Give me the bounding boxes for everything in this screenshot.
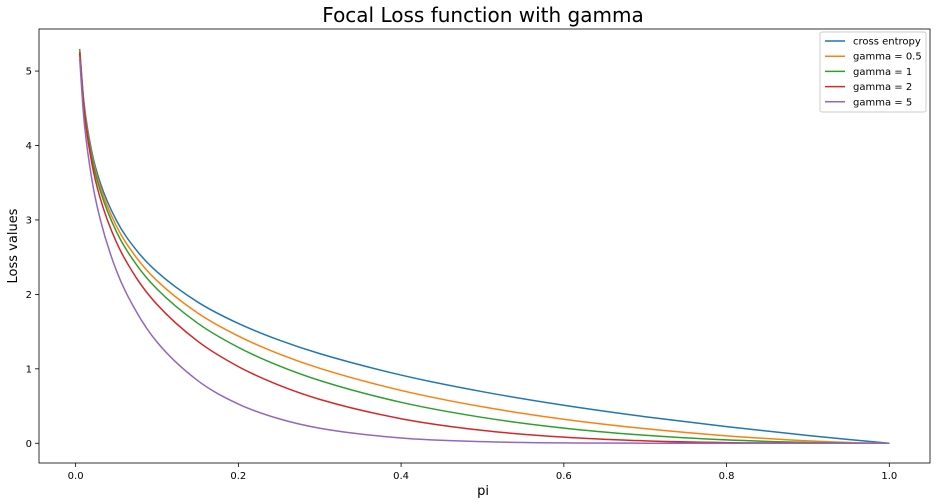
x-tick-label: 0.8: [719, 471, 735, 482]
legend: cross entropy gamma = 0.5 gamma = 1 gamma =…: [819, 31, 927, 113]
plot-area-frame: [38, 28, 931, 464]
legend-label: gamma = 5: [853, 97, 912, 108]
legend-label: gamma = 1: [853, 67, 912, 78]
y-tick-label: 5: [26, 67, 32, 78]
x-tick-label: 0.4: [393, 471, 409, 482]
y-tick-label: 1: [26, 364, 32, 375]
x-tick-label: 0.0: [68, 471, 84, 482]
legend-box: [819, 31, 927, 113]
x-axis-label: pi: [477, 484, 489, 499]
x-tick-label: 1.0: [881, 471, 897, 482]
y-axis-label: Loss values: [6, 208, 21, 283]
x-tick-label: 0.2: [230, 471, 246, 482]
y-tick-label: 4: [26, 141, 32, 152]
series-lines: [78, 48, 890, 445]
legend-label: gamma = 2: [853, 82, 912, 93]
y-tick-label: 2: [26, 290, 32, 301]
legend-label: gamma = 0.5: [853, 52, 922, 63]
series-line-1: [78, 49, 890, 445]
y-tick-label: 3: [26, 215, 32, 226]
axis-ticks: 0.0 0.2 0.4 0.6 0.8 1.0 0 1 2 3 4 5: [26, 67, 898, 482]
chart-title: Focal Loss function with gamma: [322, 3, 643, 27]
series-line-4: [78, 58, 890, 445]
series-line-2: [78, 50, 890, 445]
series-line-0: [78, 48, 890, 445]
legend-label: cross entropy: [853, 37, 921, 48]
x-tick-label: 0.6: [556, 471, 572, 482]
y-tick-label: 0: [26, 439, 32, 450]
